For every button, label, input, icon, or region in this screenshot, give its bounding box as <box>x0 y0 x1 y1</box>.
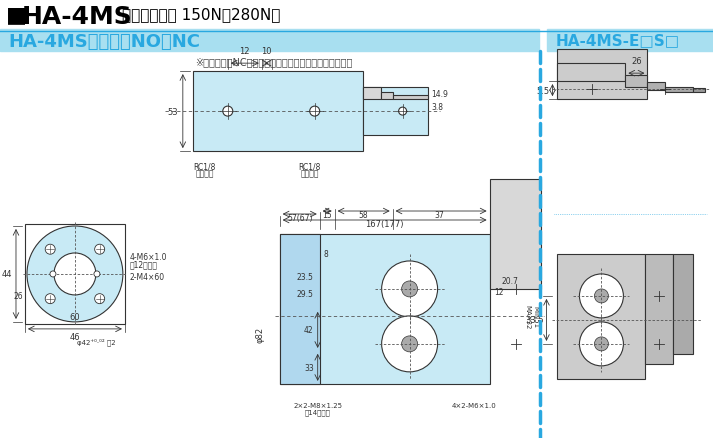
Text: HA-4MS　標準・NO・NC: HA-4MS 標準・NO・NC <box>8 33 200 51</box>
Text: RC1/8: RC1/8 <box>298 162 321 171</box>
Circle shape <box>401 336 418 352</box>
Text: 2×2-M8×1.25: 2×2-M8×1.25 <box>293 402 342 408</box>
Text: MAX32: MAX32 <box>525 304 531 328</box>
Bar <box>625 76 648 88</box>
Bar <box>558 50 648 100</box>
Text: 4×2-M6×1.0: 4×2-M6×1.0 <box>452 402 497 408</box>
Text: 2-M4×60: 2-M4×60 <box>130 273 165 282</box>
Text: 深12取付穴: 深12取付穴 <box>130 260 158 269</box>
Text: 58: 58 <box>359 211 368 219</box>
Circle shape <box>95 245 105 254</box>
Text: 26: 26 <box>14 292 23 301</box>
Text: 3.8: 3.8 <box>431 102 443 111</box>
Text: 10: 10 <box>261 47 272 56</box>
Text: 34: 34 <box>70 270 80 279</box>
Bar <box>490 180 541 289</box>
Text: （最適把持力 150N～280N）: （最適把持力 150N～280N） <box>122 7 281 22</box>
Bar <box>363 88 381 100</box>
Text: 20.7: 20.7 <box>501 277 518 286</box>
Circle shape <box>94 271 100 277</box>
Circle shape <box>45 245 55 254</box>
Bar <box>558 64 625 82</box>
Text: ※（　）内はNC（ノーマル・クローズ）仕様寸法です。: ※（ ）内はNC（ノーマル・クローズ）仕様寸法です。 <box>195 57 352 67</box>
Text: 37: 37 <box>435 211 444 219</box>
Circle shape <box>398 108 406 116</box>
Text: HA-4MS: HA-4MS <box>22 5 133 29</box>
Bar <box>665 88 693 92</box>
Circle shape <box>595 337 608 351</box>
Circle shape <box>54 254 96 295</box>
Bar <box>548 30 713 52</box>
Text: φ82: φ82 <box>256 326 265 342</box>
Text: 46: 46 <box>70 332 80 341</box>
Text: 14.9: 14.9 <box>431 89 448 99</box>
Circle shape <box>310 107 320 117</box>
Bar <box>558 254 645 379</box>
Text: 33.5: 33.5 <box>525 316 543 325</box>
Circle shape <box>595 289 608 303</box>
Text: 44: 44 <box>1 270 12 279</box>
Text: HA-4MS-E□S□: HA-4MS-E□S□ <box>555 33 680 48</box>
Text: 15: 15 <box>322 211 331 219</box>
Text: 167(177): 167(177) <box>366 219 404 229</box>
Circle shape <box>382 261 438 317</box>
Circle shape <box>401 281 418 297</box>
Bar <box>0 30 540 52</box>
Text: φ42⁺⁰⋅⁰² 深2: φ42⁺⁰⋅⁰² 深2 <box>77 338 116 346</box>
Circle shape <box>382 316 438 372</box>
Text: 57(67): 57(67) <box>287 213 313 223</box>
Bar <box>25 225 125 324</box>
Circle shape <box>580 322 623 366</box>
Text: 29.5: 29.5 <box>297 290 313 299</box>
Text: 4-M6×1.0: 4-M6×1.0 <box>130 253 167 262</box>
Bar <box>693 89 705 93</box>
Bar <box>280 234 320 384</box>
Text: 60: 60 <box>70 312 80 321</box>
Text: 閉ポート: 閉ポート <box>301 169 319 178</box>
Text: 33: 33 <box>304 364 313 372</box>
Circle shape <box>223 107 233 117</box>
Bar <box>648 83 665 91</box>
Bar <box>673 254 693 354</box>
Text: 5.5: 5.5 <box>536 86 550 95</box>
Text: 12: 12 <box>495 288 504 297</box>
Circle shape <box>45 294 55 304</box>
Circle shape <box>580 274 623 318</box>
Text: 深14取付穴: 深14取付穴 <box>305 409 331 416</box>
Text: 53: 53 <box>167 107 178 117</box>
Bar <box>645 254 673 364</box>
Text: MIN51: MIN51 <box>533 305 538 327</box>
Text: 8: 8 <box>323 250 328 259</box>
Bar <box>193 72 363 152</box>
Text: 23.5: 23.5 <box>297 273 313 282</box>
Text: ■: ■ <box>6 5 27 25</box>
Bar <box>363 88 428 136</box>
Circle shape <box>50 271 56 277</box>
Text: 42: 42 <box>304 325 313 335</box>
Text: 開ポート: 開ポート <box>196 169 214 178</box>
Bar <box>393 96 428 100</box>
Bar <box>280 234 490 384</box>
Text: 12: 12 <box>239 47 250 56</box>
Circle shape <box>27 226 123 322</box>
Circle shape <box>95 294 105 304</box>
Text: RC1/8: RC1/8 <box>193 162 216 171</box>
Text: 26: 26 <box>631 57 642 66</box>
Bar <box>381 93 393 100</box>
